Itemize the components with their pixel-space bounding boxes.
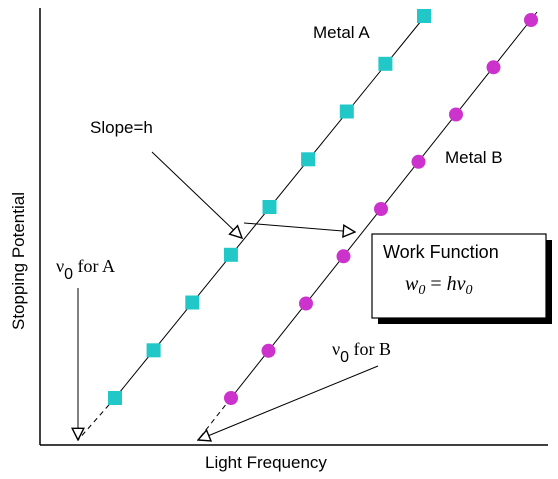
axes bbox=[39, 8, 548, 446]
metal-b-data-point bbox=[524, 13, 538, 27]
metal-b-data-point bbox=[336, 249, 351, 264]
metal-b-data-point bbox=[299, 296, 313, 311]
metal-a-data-point bbox=[301, 152, 316, 167]
threshold-a-label: ν0 for A bbox=[56, 256, 115, 283]
metal-a-data-point bbox=[185, 295, 200, 310]
metal-a-data-point bbox=[262, 200, 277, 214]
threshold-a-sub: 0 bbox=[64, 266, 73, 283]
metal-a-data-point bbox=[339, 104, 354, 119]
x-axis-label: Light Frequency bbox=[205, 453, 327, 472]
threshold-a-nu: ν bbox=[56, 256, 64, 276]
metal-b-data-point bbox=[374, 202, 388, 216]
metal-a-data-point bbox=[146, 343, 161, 358]
slope-arrow-right bbox=[243, 222, 355, 232]
metal-a-points bbox=[108, 9, 431, 405]
metal-a-data-point bbox=[223, 247, 238, 262]
metal-a-data-point bbox=[108, 391, 122, 405]
metal-b-data-point bbox=[261, 343, 276, 358]
metal-b-data-point bbox=[411, 154, 426, 169]
metal-a-label: Metal A bbox=[313, 23, 370, 42]
metal-a-data-point bbox=[378, 56, 393, 71]
threshold-b-nu: ν bbox=[332, 339, 340, 359]
threshold-b-arrow bbox=[198, 365, 379, 440]
metal-b-data-point bbox=[449, 107, 463, 122]
threshold-a-suffix: for A bbox=[73, 256, 115, 276]
metal-a-data-point bbox=[417, 9, 431, 23]
y-axis-label: Stopping Potential bbox=[9, 192, 28, 330]
slope-arrow-down bbox=[151, 151, 242, 238]
work-function-title: Work Function bbox=[383, 242, 499, 262]
work-function-frame bbox=[371, 233, 547, 319]
metal-b-data-point bbox=[486, 60, 501, 75]
metal-b-data-point bbox=[224, 391, 238, 405]
slope-label: Slope=h bbox=[90, 118, 153, 137]
metal-b-label: Metal B bbox=[445, 148, 503, 167]
work-function-formula: w0 = hv0 bbox=[405, 273, 473, 298]
threshold-b-sub: 0 bbox=[340, 349, 349, 366]
threshold-b-suffix: for B bbox=[349, 339, 391, 359]
work-function-box: Work Function w0 = hv0 bbox=[371, 233, 552, 324]
metal-b-points bbox=[224, 13, 538, 405]
threshold-b-label: ν0 for B bbox=[332, 339, 391, 366]
